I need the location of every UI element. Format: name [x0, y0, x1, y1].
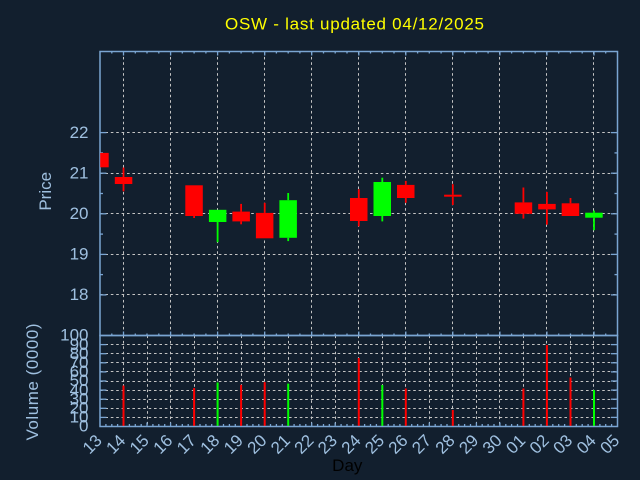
svg-text:20: 20	[70, 204, 89, 223]
svg-text:18: 18	[70, 285, 89, 304]
svg-text:50: 50	[70, 371, 89, 390]
svg-text:Volume (0000): Volume (0000)	[23, 324, 42, 441]
svg-text:100: 100	[60, 326, 88, 345]
svg-text:OSW - last updated 04/12/2025: OSW - last updated 04/12/2025	[225, 15, 484, 34]
svg-text:Day: Day	[332, 456, 363, 475]
svg-text:21: 21	[70, 163, 89, 182]
svg-text:80: 80	[70, 344, 89, 363]
svg-text:Price: Price	[36, 172, 55, 211]
svg-text:19: 19	[70, 245, 89, 264]
svg-text:90: 90	[70, 335, 89, 354]
svg-text:70: 70	[70, 353, 89, 372]
svg-text:40: 40	[70, 380, 89, 399]
svg-text:20: 20	[70, 399, 89, 418]
svg-text:30: 30	[70, 389, 89, 408]
svg-text:0: 0	[79, 417, 88, 436]
svg-text:22: 22	[70, 123, 89, 142]
svg-text:60: 60	[70, 362, 89, 381]
svg-text:10: 10	[70, 408, 89, 427]
